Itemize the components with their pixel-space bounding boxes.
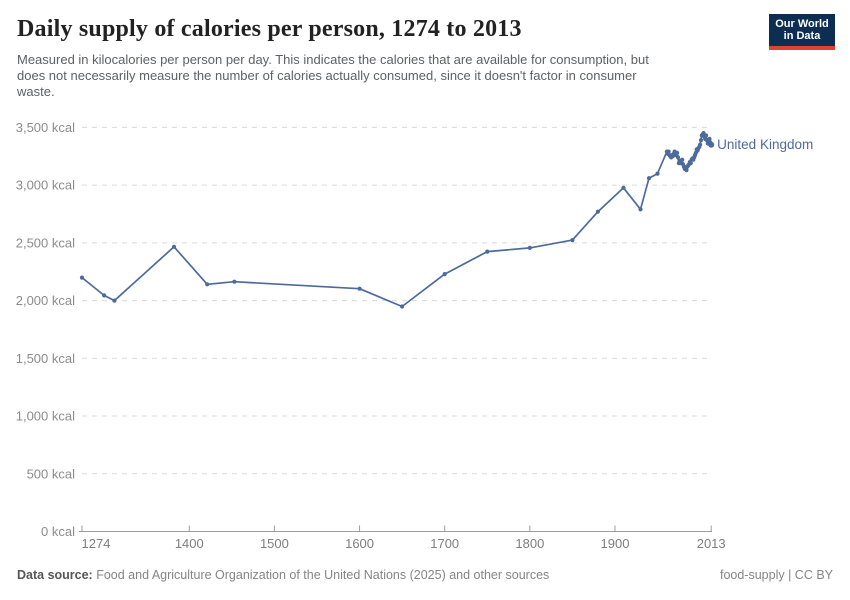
owid-logo[interactable]: Our World in Data <box>769 14 835 50</box>
data-point-marker <box>485 249 490 254</box>
data-point-marker <box>666 149 671 154</box>
data-point-marker <box>171 244 177 249</box>
data-point-marker <box>680 157 685 162</box>
x-axis-tick-label: 1600 <box>345 536 374 551</box>
x-axis-tick-label: 1500 <box>260 536 289 551</box>
chart-footer: Data source: Food and Agriculture Organi… <box>17 568 833 582</box>
x-axis-tick-label: 1400 <box>175 536 204 551</box>
series-line[interactable] <box>81 132 713 308</box>
y-axis-tick-label: 3,500 kcal <box>16 120 75 135</box>
y-axis-tick-label: 0 kcal <box>41 524 75 539</box>
data-source-label: Data source: <box>17 568 93 582</box>
data-point-marker <box>357 286 362 291</box>
y-axis-tick-label: 2,000 kcal <box>16 293 75 308</box>
y-axis-tick-label: 3,000 kcal <box>16 178 75 193</box>
data-point-marker <box>675 155 681 160</box>
data-point-marker <box>595 209 601 214</box>
owid-logo-line2: in Data <box>783 30 821 42</box>
entity-label[interactable]: United Kingdom <box>717 137 813 152</box>
series-end-marker <box>708 141 715 148</box>
x-axis-tick-label: 1700 <box>430 536 459 551</box>
data-point-marker <box>655 171 660 176</box>
y-axis-tick-label: 2,500 kcal <box>16 235 75 250</box>
data-point-marker <box>570 238 575 243</box>
data-point-marker <box>698 142 703 147</box>
data-point-marker <box>102 293 107 298</box>
x-axis-tick-label: 1274 <box>82 536 111 551</box>
x-axis-tick-label: 1900 <box>601 536 630 551</box>
data-point-marker <box>688 161 693 166</box>
chart-header: Daily supply of calories per person, 127… <box>17 16 757 100</box>
data-point-marker <box>112 298 117 303</box>
chart-subtitle-line: Measured in kilocalories per person per … <box>17 52 649 67</box>
data-point-marker <box>646 176 652 181</box>
data-point-marker <box>232 279 237 284</box>
data-point-marker <box>442 272 447 277</box>
data-point-marker <box>707 136 712 141</box>
data-point-marker <box>638 207 643 212</box>
data-source: Data source: Food and Agriculture Organi… <box>17 568 549 582</box>
chart-subtitle-line: waste. <box>17 84 55 99</box>
data-point-marker <box>698 138 704 143</box>
owid-logo-line1: Our World <box>775 18 829 30</box>
y-axis-tick-label: 500 kcal <box>27 466 76 481</box>
chart-subtitle: Measured in kilocalories per person per … <box>17 52 757 100</box>
y-axis-tick-label: 1,000 kcal <box>16 409 75 424</box>
x-axis-tick-label: 1800 <box>515 536 544 551</box>
data-point-marker <box>684 168 689 173</box>
chart-subtitle-line: does not necessarily measure the number … <box>17 68 637 83</box>
data-point-marker <box>675 150 680 155</box>
x-axis-tick-label: 2013 <box>697 536 726 551</box>
y-axis-tick-label: 1,500 kcal <box>16 351 75 366</box>
chart-title: Daily supply of calories per person, 127… <box>17 16 522 42</box>
data-point-marker <box>621 185 626 190</box>
data-point-marker <box>79 275 85 280</box>
footer-links[interactable]: food-supply | CC BY <box>719 568 833 582</box>
data-point-marker <box>400 304 405 309</box>
data-point-marker <box>704 133 709 138</box>
data-source-text: Food and Agriculture Organization of the… <box>96 568 550 582</box>
data-point-marker <box>527 245 532 250</box>
data-point-marker <box>205 282 210 287</box>
